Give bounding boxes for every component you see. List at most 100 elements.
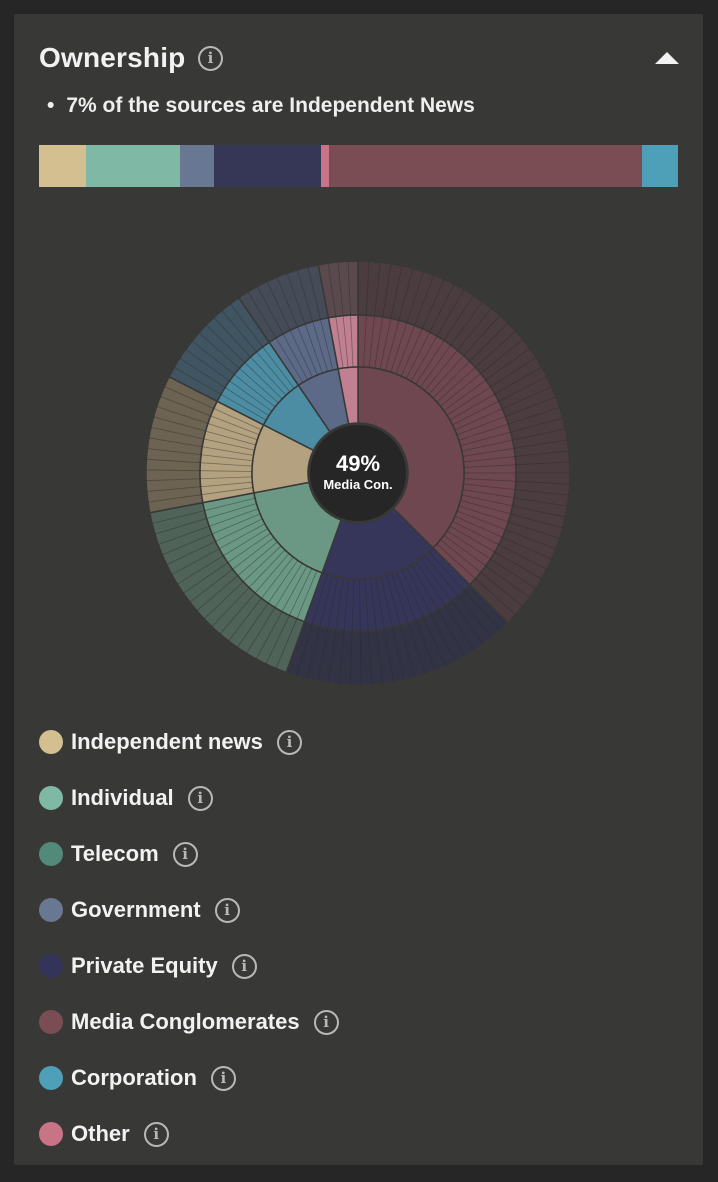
sunburst-outer-segment-divider bbox=[502, 536, 552, 560]
legend-item[interactable]: Other i bbox=[39, 1106, 339, 1162]
sunburst-middle-segment-divider bbox=[463, 478, 516, 482]
sunburst-outer-segment-divider bbox=[463, 315, 501, 356]
sunburst-outer-segment-divider bbox=[480, 339, 524, 374]
sunburst-middle-segment-divider bbox=[443, 534, 487, 567]
sunburst-outer-segment-divider bbox=[498, 376, 548, 402]
sunburst-middle-segment-divider bbox=[463, 483, 516, 490]
stacked-bar-segment[interactable] bbox=[39, 145, 86, 187]
sunburst-middle-segment-divider bbox=[428, 355, 465, 395]
legend-item[interactable]: Independent news i bbox=[39, 714, 339, 770]
sunburst-outer-segment-divider bbox=[205, 324, 246, 363]
sunburst-middle-segment-divider bbox=[206, 503, 257, 519]
sunburst-outer-segment-divider bbox=[443, 294, 474, 341]
legend-item[interactable]: Individual i bbox=[39, 770, 339, 826]
sunburst-middle-segment-divider bbox=[440, 539, 482, 573]
sunburst-outer-segment-divider bbox=[296, 624, 313, 677]
sunburst-middle-segment-divider bbox=[359, 578, 361, 631]
sunburst-outer-segment-divider bbox=[374, 262, 381, 316]
sunburst-middle-segment-divider bbox=[454, 408, 503, 431]
sunburst-middle-segment-divider bbox=[213, 408, 262, 431]
sunburst-middle-segment-divider bbox=[244, 362, 283, 400]
info-icon[interactable]: i bbox=[187, 785, 213, 811]
summary-label: 7% of the sources are Independent News bbox=[66, 94, 475, 117]
sunburst-outer-segment-divider bbox=[502, 386, 552, 410]
sunburst-middle-segment-divider bbox=[289, 568, 313, 616]
info-icon[interactable]: i bbox=[143, 1121, 169, 1147]
legend-swatch bbox=[39, 786, 63, 810]
sunburst-middle-segment-divider bbox=[446, 530, 491, 560]
collapse-button[interactable] bbox=[655, 52, 679, 68]
info-icon[interactable]: i bbox=[276, 729, 302, 755]
sunburst-middle-segment-divider bbox=[424, 554, 458, 596]
legend-item[interactable]: Government i bbox=[39, 882, 339, 938]
sunburst-middle-segment-divider bbox=[319, 575, 333, 627]
panel-header: Ownership i bbox=[39, 42, 679, 82]
sunburst-outer-segment-divider bbox=[203, 581, 244, 620]
caret-up-icon bbox=[655, 52, 679, 64]
sunburst-outer-segment-divider bbox=[164, 386, 214, 409]
stacked-bar-segment[interactable] bbox=[214, 145, 321, 187]
sunburst-outer-segment-divider bbox=[276, 276, 298, 328]
sunburst-outer-segment-divider bbox=[147, 494, 202, 503]
stacked-bar-segment[interactable] bbox=[85, 145, 181, 187]
sunburst-middle-segment-divider bbox=[460, 500, 511, 515]
info-icon[interactable]: i bbox=[210, 1065, 236, 1091]
sunburst-outer-segment-divider bbox=[213, 317, 251, 358]
sunburst-outer-segment-divider bbox=[436, 289, 465, 337]
stacked-bar-segment[interactable] bbox=[320, 145, 330, 187]
sunburst-outer-segment-divider bbox=[306, 626, 321, 679]
legend-item[interactable]: Media Conglomerates i bbox=[39, 994, 339, 1050]
sunburst-middle-segment-divider bbox=[462, 447, 515, 457]
sunburst-outer-segment-divider bbox=[392, 627, 405, 680]
stacked-bar-segment[interactable] bbox=[329, 145, 643, 187]
stacked-bar-segment[interactable] bbox=[180, 145, 215, 187]
sunburst-outer-segment-divider bbox=[166, 541, 216, 566]
sunburst-middle-segment-divider bbox=[379, 318, 392, 370]
sunburst-middle-segment-divider bbox=[452, 400, 499, 426]
sunburst-outer-segment-divider bbox=[498, 544, 548, 570]
stacked-bar-segment[interactable] bbox=[642, 145, 678, 187]
sunburst-outer-segment-divider bbox=[349, 630, 353, 685]
sunburst-outer-segment-divider bbox=[429, 283, 455, 333]
sunburst-middle-segment-divider bbox=[248, 549, 286, 588]
sunburst-outer-segment-divider bbox=[450, 600, 484, 645]
sunburst-middle-segment-divider bbox=[224, 387, 270, 416]
sunburst-middle-segment-divider bbox=[436, 543, 476, 580]
sunburst-outer-segment-divider bbox=[399, 625, 416, 678]
legend-item[interactable]: Telecom i bbox=[39, 826, 339, 882]
sunburst-middle-segment-divider bbox=[209, 508, 259, 527]
info-icon[interactable]: i bbox=[313, 1009, 339, 1035]
sunburst-middle-segment-divider bbox=[350, 315, 354, 368]
sunburst-middle-segment-divider bbox=[267, 559, 299, 604]
center-value: 49% bbox=[336, 451, 380, 476]
sunburst-outer-segment-divider bbox=[338, 630, 345, 685]
info-icon[interactable]: i bbox=[231, 953, 257, 979]
sunburst-outer-segment-divider bbox=[286, 273, 306, 325]
sunburst-outer-segment-divider bbox=[457, 307, 492, 351]
info-icon[interactable]: i bbox=[214, 897, 240, 923]
sunburst-outer-segment-divider bbox=[359, 630, 362, 685]
legend-item[interactable]: Corporation i bbox=[39, 1050, 339, 1106]
sunburst-middle-segment-divider bbox=[456, 510, 506, 530]
sunburst-middle-segment-divider bbox=[400, 328, 423, 377]
sunburst-outer-segment-divider bbox=[463, 590, 501, 631]
sunburst-outer-segment-divider bbox=[317, 628, 329, 682]
sunburst-outer-segment-divider bbox=[515, 480, 570, 485]
info-icon[interactable]: i bbox=[197, 45, 223, 71]
sunburst-outer-segment-divider bbox=[151, 510, 205, 524]
sunburst-middle-segment-divider bbox=[386, 575, 401, 626]
legend-swatch bbox=[39, 954, 63, 978]
info-icon[interactable]: i bbox=[172, 841, 198, 867]
sunburst-inner-segment[interactable] bbox=[337, 366, 359, 425]
sunburst-outer-segment-divider bbox=[153, 416, 206, 432]
sunburst-middle-segment-divider bbox=[201, 454, 253, 462]
sunburst-middle-segment-divider bbox=[200, 476, 253, 480]
sunburst-middle-segment-divider bbox=[304, 323, 323, 374]
legend-swatch bbox=[39, 1010, 63, 1034]
sunburst-outer-segment-divider bbox=[515, 461, 570, 466]
sunburst-outer-segment-divider bbox=[328, 629, 337, 683]
sunburst-outer-segment-divider bbox=[485, 565, 530, 598]
sunburst-inner-segment[interactable] bbox=[357, 366, 465, 550]
legend-item[interactable]: Private Equity i bbox=[39, 938, 339, 994]
sunburst-outer-segment-divider bbox=[196, 575, 239, 611]
